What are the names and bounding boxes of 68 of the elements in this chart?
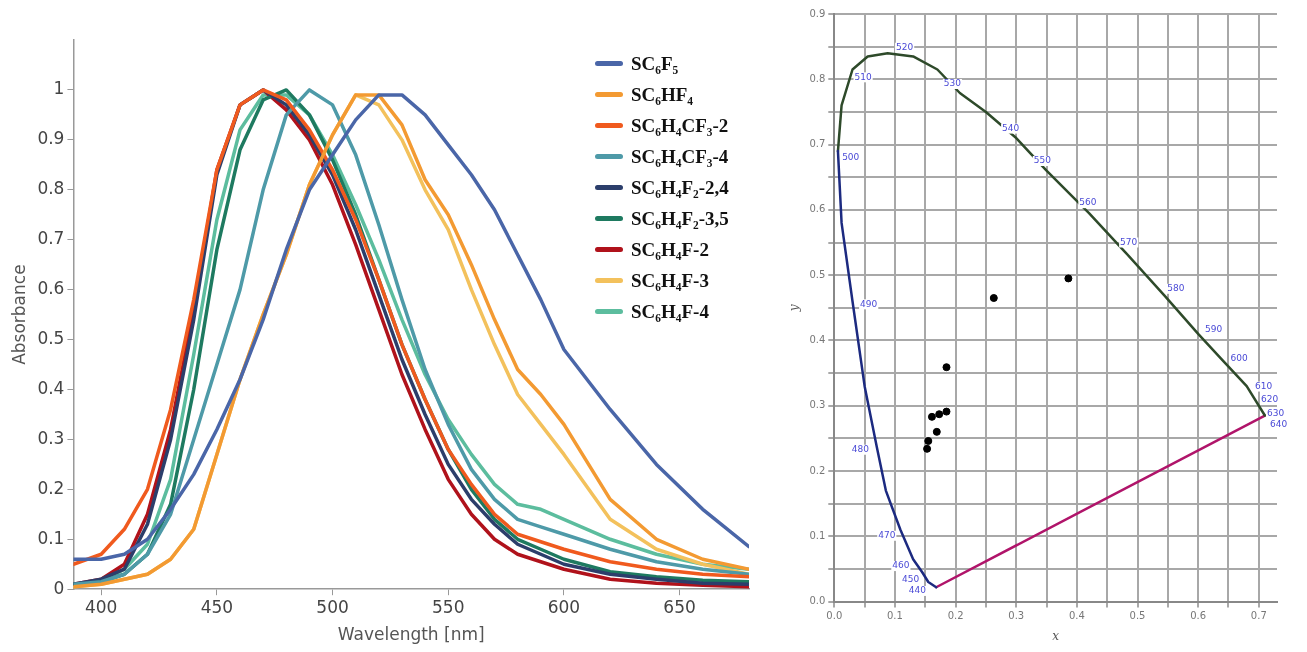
- x-tick-label: 0.0: [826, 610, 843, 622]
- y-tick-label: 0.1: [37, 527, 65, 548]
- y-axis-title: Absorbance: [8, 264, 29, 365]
- legend-label: SC₆H₄F-2: [631, 238, 709, 261]
- x-axis-title: x: [1052, 628, 1060, 643]
- x-tick-label: 450: [200, 596, 234, 617]
- annotation: 590: [1204, 323, 1223, 334]
- x-tick-label: 500: [316, 596, 349, 617]
- legend-label: SC₆H₄F-4: [631, 300, 709, 323]
- x-tick-label: 0.2: [947, 610, 964, 622]
- y-tick-label: 0.2: [809, 464, 826, 476]
- y-tick-label: 0: [53, 577, 65, 598]
- x-axis-title: Wavelength [nm]: [337, 624, 485, 645]
- y-tick-label: 0.7: [37, 228, 65, 249]
- annotation: 640: [1269, 418, 1288, 429]
- x-tick-label: 0.5: [1129, 610, 1146, 622]
- legend-label: SC₆H₄F-3: [631, 269, 709, 292]
- annotation: 560: [1079, 197, 1097, 208]
- x-tick-label: 0.7: [1250, 610, 1267, 622]
- x-tick-label: 600: [547, 596, 581, 617]
- annotation: 490: [860, 298, 878, 309]
- annotation: 630: [1267, 407, 1285, 418]
- annotation: 460: [892, 560, 910, 571]
- legend-label: SC₆H₄CF₃-2: [631, 114, 729, 137]
- annotation: 520: [896, 42, 914, 53]
- y-tick-label: 0.6: [37, 278, 65, 299]
- y-tick-label: 0.4: [37, 377, 65, 398]
- annotation: 500: [842, 152, 860, 163]
- legend-label: SC₆H₄CF₃-4: [631, 145, 729, 168]
- annotation: 440: [908, 585, 927, 596]
- annotation: 510: [854, 71, 872, 82]
- y-tick-label: 0.1: [809, 529, 826, 541]
- y-tick-label: 0.9: [37, 128, 65, 149]
- y-tick-label: 0.5: [809, 268, 826, 280]
- x-tick-label: 0.1: [886, 610, 903, 622]
- y-tick-label: 0.3: [809, 399, 826, 411]
- annotation: 600: [1230, 352, 1249, 363]
- annotation: 480: [851, 444, 870, 455]
- annotation: 470: [878, 530, 896, 541]
- y-tick-label: 0.6: [809, 203, 826, 215]
- x-tick-label: 0.4: [1068, 610, 1085, 622]
- annotation: 580: [1167, 283, 1185, 294]
- y-tick-label: 0.7: [809, 138, 826, 150]
- y-tick-label: 0.2: [37, 477, 65, 498]
- y-tick-label: 0.4: [809, 334, 826, 346]
- legend-label: SC₆HF₄: [631, 83, 694, 106]
- x-tick-label: 0.6: [1190, 610, 1207, 622]
- legend-label: SC₆H₄F₂-3,5: [631, 207, 729, 230]
- x-tick-label: 550: [432, 596, 465, 617]
- y-tick-label: 0.8: [809, 72, 826, 84]
- y-tick-label: 0.5: [37, 327, 65, 348]
- annotation: 450: [902, 573, 920, 584]
- annotation: 530: [943, 78, 962, 89]
- annotation: 570: [1120, 236, 1138, 247]
- y-tick-label: 0.9: [809, 7, 826, 19]
- x-tick-label: 400: [84, 596, 118, 617]
- legend-label: SC₆F₅: [631, 52, 679, 75]
- y-axis-title: y: [787, 304, 802, 313]
- annotation: 620: [1261, 394, 1279, 405]
- annotation: 610: [1255, 380, 1273, 391]
- legend-label: SC₆H₄F₂-2,4: [631, 176, 729, 199]
- x-tick-label: 650: [663, 596, 696, 617]
- y-tick-label: 1: [53, 78, 65, 99]
- x-tick-label: 0.3: [1008, 610, 1025, 622]
- annotation: 550: [1033, 155, 1052, 166]
- annotation: 540: [1002, 122, 1020, 133]
- y-tick-label: 0.8: [37, 178, 65, 199]
- y-tick-label: 0.3: [37, 427, 65, 448]
